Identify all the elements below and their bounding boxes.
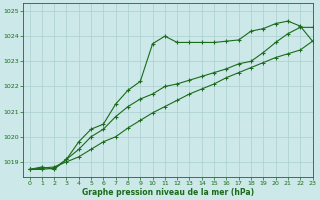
X-axis label: Graphe pression niveau de la mer (hPa): Graphe pression niveau de la mer (hPa)	[82, 188, 254, 197]
